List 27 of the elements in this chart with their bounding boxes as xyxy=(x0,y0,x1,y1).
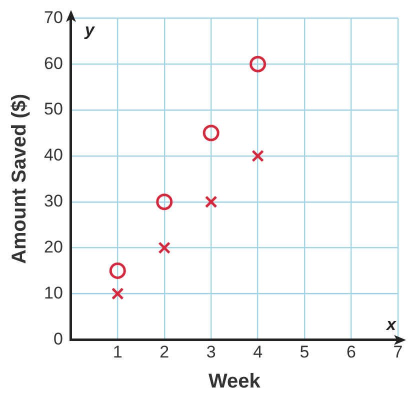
y-axis-title: Amount Saved ($) xyxy=(8,94,31,264)
annotation: y xyxy=(84,20,96,40)
y-tick-label: 20 xyxy=(44,237,63,256)
x-tick-label: 4 xyxy=(253,342,263,362)
point xyxy=(156,194,173,210)
point xyxy=(202,124,220,142)
y-tick-label: 10 xyxy=(44,283,63,302)
y-tick-label: 30 xyxy=(44,192,63,211)
point xyxy=(158,242,171,254)
point xyxy=(252,150,264,162)
point xyxy=(250,56,266,72)
x-tick-label: 3 xyxy=(206,342,216,362)
y-tick-label: 70 xyxy=(44,8,63,27)
x-tick-label: 2 xyxy=(160,342,170,362)
x-tick-label: 6 xyxy=(346,342,356,362)
y-tick-label: 0 xyxy=(53,329,63,348)
point xyxy=(111,287,124,300)
x-axis-title: Week xyxy=(208,370,262,393)
x-tick-label: 5 xyxy=(300,342,310,362)
x-tick-label: 1 xyxy=(112,342,122,362)
y-tick-label: 50 xyxy=(44,100,63,119)
point xyxy=(204,196,218,208)
y-tick-label: 40 xyxy=(44,146,63,165)
x-tick-label: 7 xyxy=(393,342,403,362)
annotation: x xyxy=(386,314,398,334)
point xyxy=(109,262,126,279)
y-tick-label: 60 xyxy=(44,54,63,73)
